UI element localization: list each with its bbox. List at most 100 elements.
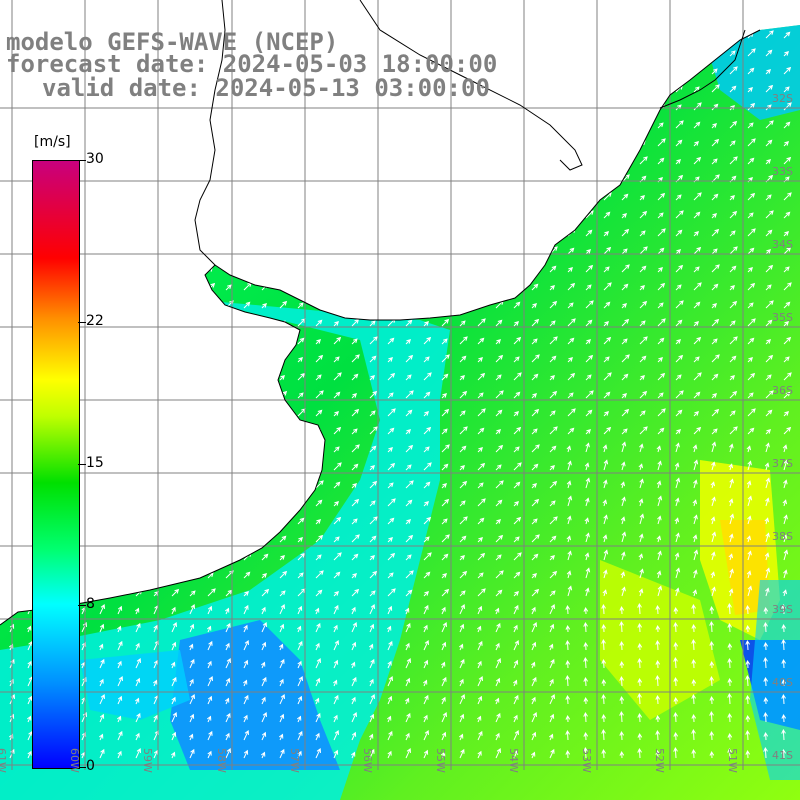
wind-arrow bbox=[619, 605, 625, 615]
wind-arrow bbox=[351, 711, 357, 723]
wind-arrow bbox=[637, 657, 642, 669]
wind-arrow bbox=[657, 228, 666, 237]
wind-arrow bbox=[655, 749, 661, 759]
wind-arrow bbox=[567, 495, 573, 507]
wind-arrow bbox=[459, 375, 465, 381]
wind-arrow bbox=[549, 590, 556, 597]
wind-arrow bbox=[673, 641, 679, 651]
wind-arrow bbox=[583, 606, 589, 615]
wind-arrow bbox=[657, 267, 663, 273]
wind-arrow bbox=[459, 390, 468, 399]
wind-arrow bbox=[459, 535, 467, 543]
wind-arrow bbox=[764, 517, 770, 525]
wind-arrow bbox=[351, 641, 357, 651]
wind-arrow bbox=[117, 715, 122, 723]
wind-arrow bbox=[727, 747, 732, 759]
wind-arrow bbox=[333, 714, 338, 723]
wind-arrow bbox=[333, 481, 341, 489]
wind-arrow bbox=[693, 479, 698, 489]
colorbar-tick bbox=[78, 463, 86, 465]
wind-arrow bbox=[387, 730, 393, 741]
wind-arrow bbox=[674, 517, 680, 525]
wind-arrow bbox=[711, 248, 718, 255]
wind-arrow bbox=[459, 445, 467, 453]
wind-arrow bbox=[207, 640, 213, 651]
wind-arrow bbox=[675, 284, 682, 291]
wind-arrow bbox=[135, 642, 140, 651]
wind-arrow bbox=[729, 210, 738, 219]
wind-arrow bbox=[495, 732, 500, 741]
wind-arrow bbox=[459, 555, 465, 561]
wind-arrow bbox=[405, 570, 414, 579]
wind-arrow bbox=[711, 338, 718, 345]
wind-arrow bbox=[387, 572, 394, 579]
wind-arrow bbox=[729, 568, 734, 579]
wind-arrow bbox=[27, 625, 32, 633]
wind-arrow bbox=[709, 605, 715, 615]
wind-arrow bbox=[333, 321, 339, 327]
wind-arrow bbox=[459, 465, 465, 471]
wind-arrow bbox=[565, 604, 571, 615]
wind-arrow bbox=[351, 606, 356, 615]
wind-arrow bbox=[783, 231, 789, 237]
wind-arrow bbox=[351, 373, 359, 381]
wind-arrow bbox=[153, 624, 158, 633]
wind-arrow bbox=[495, 319, 503, 327]
wind-arrow bbox=[693, 102, 702, 111]
wind-arrow bbox=[459, 410, 466, 417]
wind-arrow bbox=[675, 532, 680, 543]
wind-arrow bbox=[673, 746, 678, 759]
wind-arrow bbox=[585, 374, 592, 381]
wind-arrow bbox=[477, 517, 485, 525]
border-line bbox=[659, 29, 746, 109]
wind-arrow bbox=[513, 462, 522, 471]
wind-arrow bbox=[423, 659, 429, 669]
wind-arrow bbox=[441, 553, 449, 561]
wind-arrow bbox=[405, 374, 412, 381]
wind-arrow bbox=[27, 640, 33, 651]
wind-arrow bbox=[729, 300, 738, 309]
wind-arrow bbox=[531, 393, 537, 399]
wind-arrow bbox=[243, 729, 249, 741]
wind-arrow bbox=[117, 625, 122, 633]
wind-arrow bbox=[639, 390, 648, 399]
wind-arrow bbox=[405, 607, 410, 615]
wind-arrow bbox=[405, 589, 413, 597]
wind-arrow bbox=[583, 656, 588, 669]
wind-arrow bbox=[387, 675, 393, 687]
wind-arrow bbox=[477, 675, 483, 687]
wind-arrow bbox=[441, 338, 448, 345]
wind-arrow bbox=[423, 591, 429, 597]
wind-arrow bbox=[763, 696, 769, 705]
wind-arrow bbox=[603, 372, 612, 381]
wind-arrow bbox=[207, 730, 213, 741]
wind-arrow bbox=[637, 692, 642, 705]
wind-arrow bbox=[783, 356, 790, 363]
longitude-label: 54W bbox=[507, 748, 520, 773]
wind-arrow bbox=[513, 591, 519, 597]
wind-arrow bbox=[693, 569, 698, 579]
wind-arrow bbox=[423, 516, 432, 525]
wind-arrow bbox=[333, 639, 339, 651]
wind-arrow bbox=[261, 751, 266, 759]
wind-arrow bbox=[565, 749, 571, 759]
wind-arrow bbox=[171, 641, 177, 651]
longitude-label: 51W bbox=[726, 748, 739, 773]
wind-arrow bbox=[567, 267, 573, 273]
wind-arrow bbox=[27, 695, 33, 705]
wind-arrow bbox=[405, 499, 413, 507]
wind-arrow bbox=[691, 728, 696, 741]
wind-arrow bbox=[693, 156, 702, 165]
wind-arrow bbox=[477, 750, 482, 759]
wind-arrow bbox=[655, 659, 661, 669]
wind-arrow bbox=[673, 711, 678, 723]
wind-arrow bbox=[369, 678, 374, 687]
wind-arrow bbox=[729, 478, 734, 489]
wind-arrow bbox=[565, 694, 571, 705]
wind-arrow bbox=[297, 357, 303, 363]
wind-arrow bbox=[691, 658, 697, 669]
wind-arrow bbox=[297, 372, 306, 381]
wind-arrow bbox=[765, 532, 770, 543]
wind-arrow bbox=[673, 621, 678, 633]
wind-arrow bbox=[27, 660, 32, 669]
